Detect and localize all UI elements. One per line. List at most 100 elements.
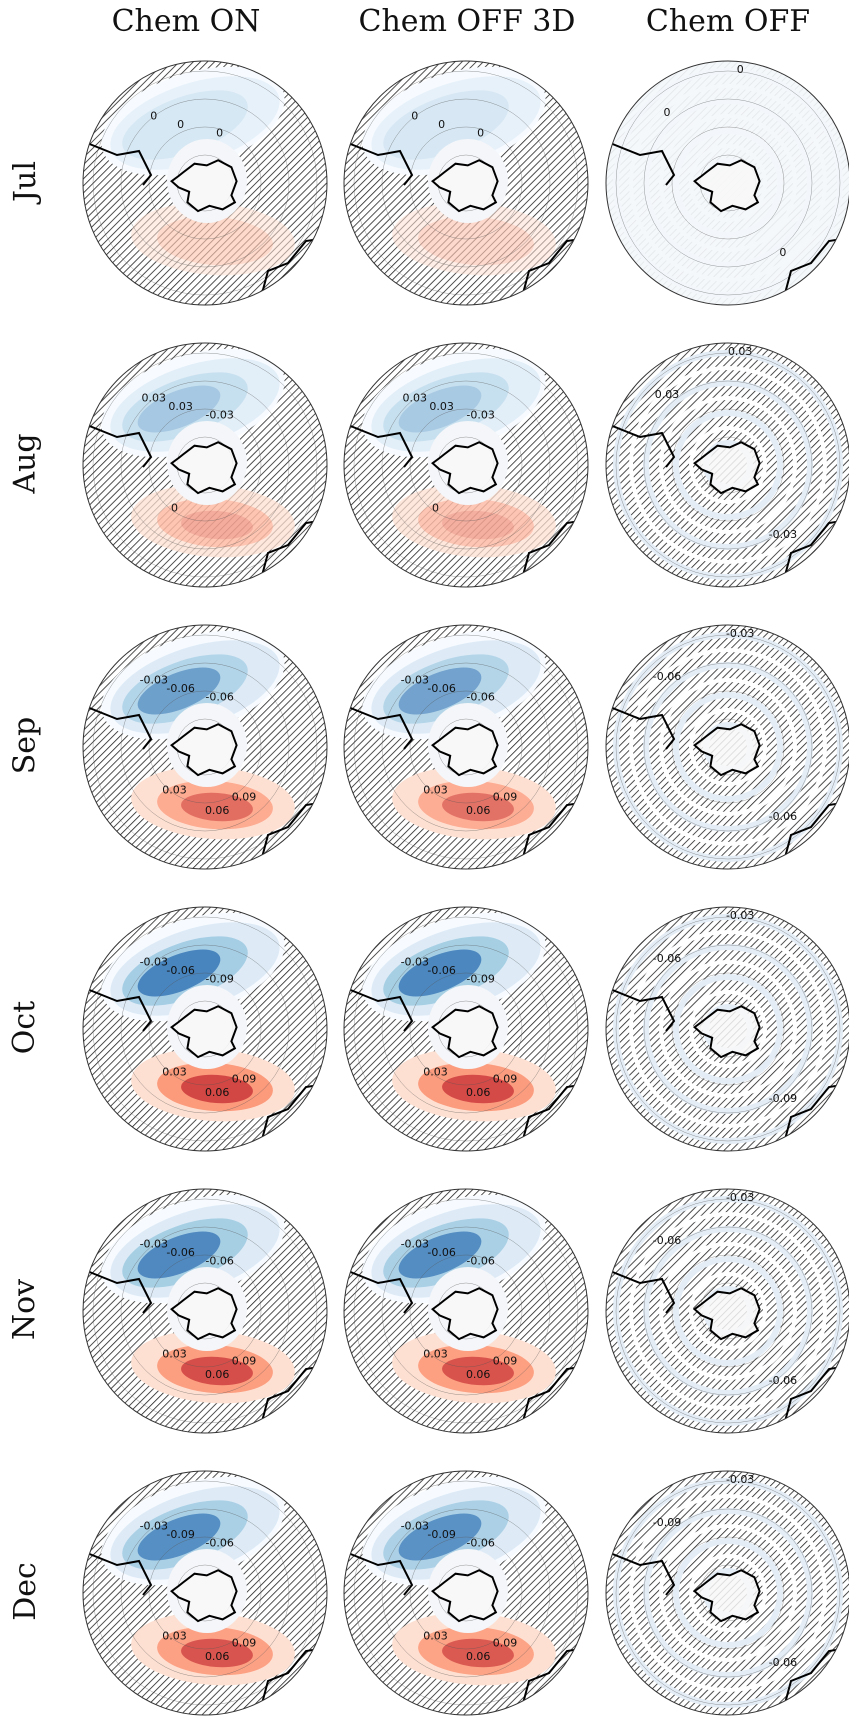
contour-line — [643, 1508, 813, 1678]
south-america-coastline — [347, 142, 414, 186]
negative-anomaly-core — [398, 385, 482, 433]
antarctica-coastline — [170, 723, 238, 777]
panel-border — [605, 1188, 849, 1434]
panel-border — [343, 60, 589, 306]
contour-line — [92, 70, 318, 296]
contour-line — [615, 1480, 841, 1706]
contour-label: -0.06 — [769, 1656, 797, 1669]
contour-label: -0.06 — [653, 1234, 681, 1247]
contour-label: 0 — [432, 501, 439, 514]
map-panel-jul-3: 0 0 0 — [605, 60, 849, 306]
antarctica-coastline — [431, 441, 499, 495]
zonal-ring — [629, 648, 827, 846]
contour-line — [409, 690, 523, 804]
negative-anomaly-core — [398, 949, 482, 997]
column-title-chem-off: Chem OFF — [645, 4, 811, 39]
contour-label: 0.09 — [232, 1355, 257, 1368]
panel-border — [605, 624, 849, 870]
negative-anomaly-core — [137, 949, 221, 997]
antarctica-coastline — [431, 723, 499, 777]
contour-line — [615, 634, 841, 860]
contour-line — [643, 98, 813, 268]
contour-label: -0.06 — [166, 682, 194, 695]
contour-label: 0.09 — [493, 1637, 518, 1650]
contour-label: -0.06 — [769, 1374, 797, 1387]
contour-line — [409, 408, 523, 522]
contour-line — [381, 98, 551, 268]
map-panel-sep-2: -0.03-0.06-0.060.030.060.09 — [343, 624, 589, 870]
antarctica-coastline — [170, 1569, 238, 1623]
south-america-coastline — [347, 1552, 414, 1596]
contour-label: -0.03 — [726, 1191, 754, 1204]
contour-label: 0.06 — [466, 1650, 491, 1663]
contour-label: -0.03 — [466, 409, 494, 422]
zonal-ring — [689, 1554, 767, 1632]
contour-line — [353, 634, 579, 860]
contour-label: 0.09 — [493, 1355, 518, 1368]
south-america-coastline — [609, 706, 676, 750]
contour-label: -0.09 — [653, 1516, 681, 1529]
contour-label: -0.03 — [140, 956, 168, 969]
antarctica-coastline — [170, 441, 238, 495]
south-america-coastline — [86, 424, 153, 468]
map-panel-oct-2: -0.03-0.06 -0.09 0.03 0.060.09 — [343, 906, 589, 1152]
contour-label: 0.03 — [162, 1065, 187, 1078]
negative-anomaly-mid — [383, 654, 509, 724]
negative-anomaly-core — [398, 667, 482, 715]
contour-label: 0.06 — [466, 1086, 491, 1099]
positive-anomaly-mid — [418, 780, 534, 830]
column-title-chem-on: Chem ON — [111, 4, 261, 39]
antarctica-coastline — [693, 1569, 761, 1623]
antarctica-coastline — [431, 159, 499, 213]
contour-label: 0.03 — [403, 392, 428, 405]
contour-label: 0 — [150, 110, 157, 123]
contour-label: -0.09 — [205, 973, 233, 986]
contour-label: 0 — [664, 106, 671, 119]
zonal-ring — [673, 692, 783, 802]
zonal-ring — [689, 708, 767, 786]
contour-line — [381, 662, 551, 832]
panel-border — [343, 1470, 589, 1716]
map-panel-nov-1: -0.03-0.06-0.060.030.060.09 — [82, 1188, 328, 1434]
negative-anomaly-core — [137, 1231, 221, 1279]
contour-label: 0.03 — [168, 400, 193, 413]
contour-label: 0 — [779, 246, 786, 259]
contour-label: 0.09 — [232, 791, 257, 804]
negative-anomaly-core — [398, 1231, 482, 1279]
map-panel-jul-2: 0 0 0 — [343, 60, 589, 306]
panel-border — [343, 342, 589, 588]
contour-line — [643, 380, 813, 550]
contour-label: -0.03 — [401, 1520, 429, 1533]
negative-anomaly-outer — [110, 76, 280, 170]
panel-border — [605, 342, 849, 588]
contour-label: -0.03 — [726, 909, 754, 922]
panel-border — [343, 624, 589, 870]
contour-line — [120, 1226, 290, 1396]
contour-label: 0 — [477, 127, 484, 140]
zonal-ring — [659, 1524, 797, 1662]
contour-line — [148, 690, 262, 804]
contour-label: -0.06 — [205, 1537, 233, 1550]
contour-label: -0.06 — [166, 1246, 194, 1259]
panel-border — [605, 1470, 849, 1716]
zonal-ring — [673, 410, 783, 520]
map-panel-dec-1: -0.03-0.09 -0.06 0.03 0.060.09 — [82, 1470, 328, 1716]
positive-anomaly-outer — [392, 202, 556, 276]
negative-anomaly-outer — [371, 76, 541, 170]
map-panel-nov-3: -0.03 -0.06 -0.06 — [605, 1188, 849, 1434]
south-america-coastline — [347, 706, 414, 750]
contour-line — [615, 916, 841, 1142]
south-america-coastline — [86, 142, 153, 186]
contour-label: 0.03 — [429, 400, 454, 413]
antarctica-coastline — [170, 1287, 238, 1341]
contour-label: -0.06 — [653, 952, 681, 965]
contour-label: -0.09 — [427, 1528, 455, 1541]
contour-line — [148, 1254, 262, 1368]
contour-label: 0 — [177, 118, 184, 131]
negative-anomaly-outer — [371, 358, 541, 452]
contour-label: -0.06 — [427, 1246, 455, 1259]
contour-label: -0.06 — [427, 682, 455, 695]
contour-line — [671, 126, 785, 240]
contour-label: -0.06 — [427, 964, 455, 977]
contour-line — [615, 352, 841, 578]
